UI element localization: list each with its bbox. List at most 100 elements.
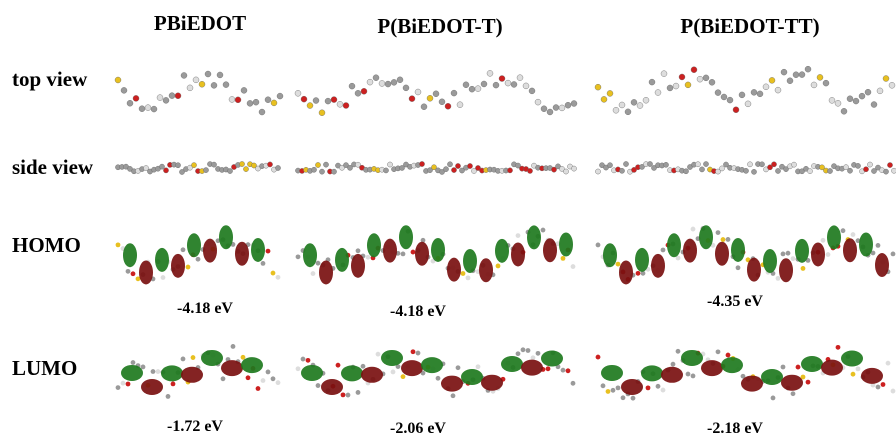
atom: [887, 162, 892, 167]
atom: [769, 77, 775, 83]
atom: [891, 251, 896, 256]
orbital-lobe: [619, 260, 633, 284]
orbital-lobe: [441, 376, 463, 392]
atom: [159, 164, 164, 169]
orbital-lobe: [795, 239, 809, 263]
atom: [886, 361, 891, 366]
orbital-lobe: [401, 360, 423, 376]
atom: [799, 72, 805, 78]
atom: [361, 88, 367, 94]
atom: [186, 265, 191, 270]
atom: [323, 162, 328, 167]
atom: [679, 74, 685, 80]
atom: [141, 365, 146, 370]
atom: [685, 82, 691, 88]
atom: [355, 90, 361, 96]
atom: [817, 74, 823, 80]
atom: [227, 168, 232, 173]
atom: [433, 91, 439, 97]
atom: [757, 91, 763, 97]
atom: [826, 252, 831, 257]
atom: [221, 376, 226, 381]
atom: [171, 381, 176, 386]
atom: [851, 232, 856, 237]
atom: [721, 237, 726, 242]
atom: [676, 349, 681, 354]
atom: [231, 344, 236, 349]
homo-energy: -4.18 eV: [390, 303, 446, 320]
orbital-lobe: [511, 242, 525, 266]
atom: [566, 368, 571, 373]
atom: [507, 168, 512, 173]
atom: [247, 100, 253, 106]
atom: [649, 79, 655, 85]
atom: [336, 363, 341, 368]
atom: [571, 264, 576, 269]
atom: [499, 76, 505, 82]
orbital-lobe: [715, 242, 729, 266]
orbital-lobe: [827, 225, 841, 249]
orbital-lobe: [221, 360, 243, 376]
atom: [631, 99, 637, 105]
orbital-lobe: [463, 249, 477, 273]
atom: [496, 264, 501, 269]
orbital-lobe: [447, 258, 461, 282]
atom: [466, 275, 471, 280]
orbital-lobe: [731, 238, 745, 262]
atom: [341, 392, 346, 397]
atom: [851, 372, 856, 377]
atom: [836, 345, 841, 350]
orbital-lobe: [367, 233, 381, 257]
atom: [775, 168, 780, 173]
column-title: P(BiEDOT-T): [377, 14, 502, 38]
atom: [747, 162, 752, 167]
atom: [475, 86, 481, 92]
atom: [743, 168, 748, 173]
orbital-lobe: [721, 357, 743, 373]
atom: [619, 168, 624, 173]
atom: [535, 99, 541, 105]
orbital-lobe: [763, 249, 777, 273]
atom: [461, 271, 466, 276]
atom: [306, 358, 311, 363]
orbital-lobe: [171, 254, 185, 278]
atom: [175, 93, 181, 99]
atom: [596, 243, 601, 248]
atom: [131, 271, 136, 276]
atom: [771, 162, 776, 167]
atom: [771, 396, 776, 401]
atom: [456, 365, 461, 370]
atom: [476, 364, 481, 369]
orbital-lobe: [841, 350, 863, 366]
atom: [356, 390, 361, 395]
atom: [891, 168, 896, 173]
atom: [115, 77, 121, 83]
atom: [596, 355, 601, 360]
atom: [121, 87, 127, 93]
atom: [595, 169, 600, 174]
atom: [835, 100, 841, 106]
atom: [531, 355, 536, 360]
atom: [695, 162, 700, 167]
atom: [126, 382, 131, 387]
orbital-lobe: [381, 350, 403, 366]
atom: [325, 98, 331, 104]
atom: [547, 109, 553, 115]
atom: [421, 104, 427, 110]
atom: [691, 67, 697, 73]
atom: [331, 97, 337, 103]
atom: [571, 101, 577, 107]
atom: [307, 103, 313, 109]
atom: [806, 380, 811, 385]
atom: [511, 81, 517, 87]
atom: [443, 167, 448, 172]
orbital-lobe: [187, 233, 201, 257]
atom: [536, 351, 541, 356]
orbital-lobe: [241, 357, 263, 373]
orbital-lobe: [683, 239, 697, 263]
atom: [451, 393, 456, 398]
atom: [311, 271, 316, 276]
atom: [166, 394, 171, 399]
atom: [401, 374, 406, 379]
atom: [223, 82, 229, 88]
